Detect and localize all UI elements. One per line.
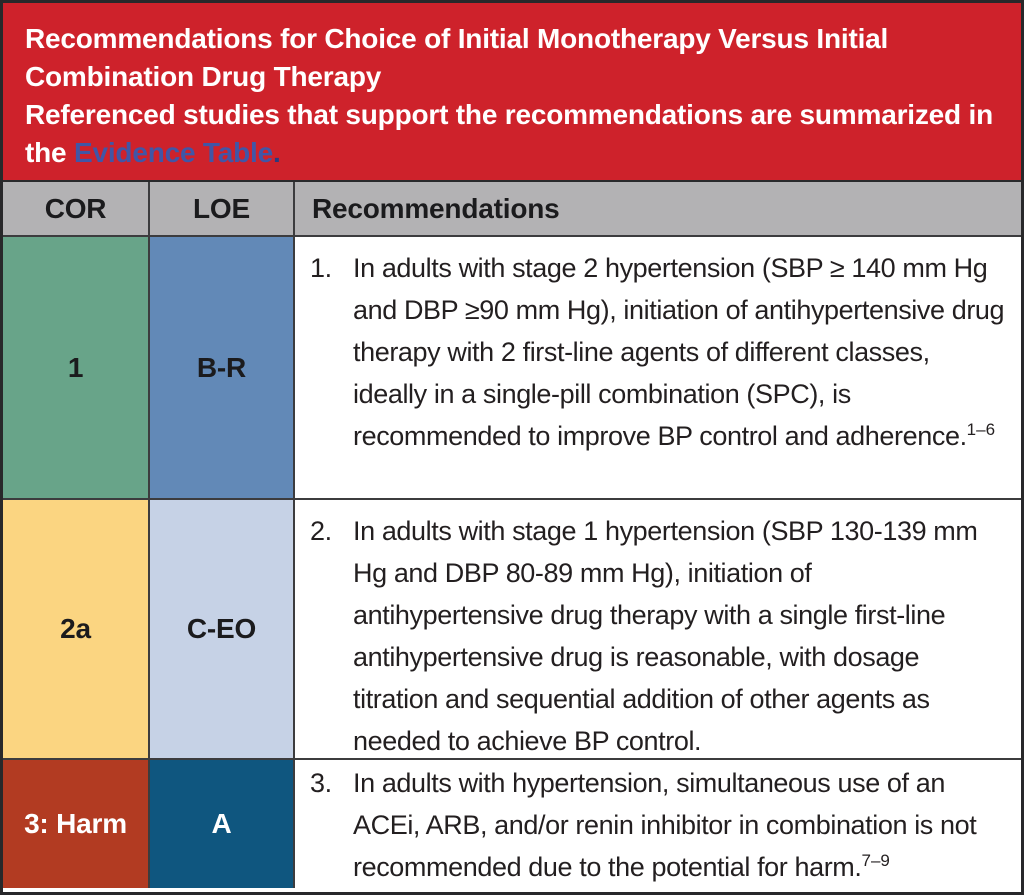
table-title-banner: Recommendations for Choice of Initial Mo… xyxy=(3,3,1021,182)
cor-badge-class-3-harm: 3: Harm xyxy=(3,758,148,888)
column-header-cor: COR xyxy=(3,182,148,235)
loe-badge-c-eo: C-EO xyxy=(148,498,293,758)
loe-badge-a: A xyxy=(148,758,293,888)
recommendation-body: In adults with hypertension, simultaneou… xyxy=(353,768,977,882)
recommendation-text: In adults with hypertension, simultaneou… xyxy=(353,762,1005,888)
evidence-table-link[interactable]: Evidence Table xyxy=(73,137,273,168)
subtitle-period: . xyxy=(272,137,281,168)
recommendation-body: In adults with stage 2 hypertension (SBP… xyxy=(353,253,1005,451)
subtitle-text: Referenced studies that support the reco… xyxy=(25,99,993,168)
recommendations-table: COR LOE Recommendations 1 B-R 1. In adul… xyxy=(3,182,1021,888)
recommendation-text: In adults with stage 1 hypertension (SBP… xyxy=(353,510,1005,758)
recommendation-text: In adults with stage 2 hypertension (SBP… xyxy=(353,247,1005,498)
recommendation-number: 2. xyxy=(310,516,332,546)
cor-badge-class-2a: 2a xyxy=(3,498,148,758)
column-header-recommendations: Recommendations xyxy=(293,182,1021,235)
cor-badge-class-1: 1 xyxy=(3,235,148,498)
banner-subtitle: Referenced studies that support the reco… xyxy=(25,96,999,172)
reference-citation: 7–9 xyxy=(861,851,890,870)
reference-citation: 1–6 xyxy=(966,420,996,439)
recommendation-row: 3. In adults with hypertension, simultan… xyxy=(293,758,1021,888)
banner-title: Recommendations for Choice of Initial Mo… xyxy=(25,23,889,92)
recommendation-number: 3. xyxy=(310,768,332,798)
loe-badge-b-r: B-R xyxy=(148,235,293,498)
column-header-loe: LOE xyxy=(148,182,293,235)
recommendation-body: In adults with stage 1 hypertension (SBP… xyxy=(353,516,978,756)
recommendation-number: 1. xyxy=(310,253,332,283)
recommendation-row: 2. In adults with stage 1 hypertension (… xyxy=(293,498,1021,758)
recommendation-row: 1. In adults with stage 2 hypertension (… xyxy=(293,235,1021,498)
